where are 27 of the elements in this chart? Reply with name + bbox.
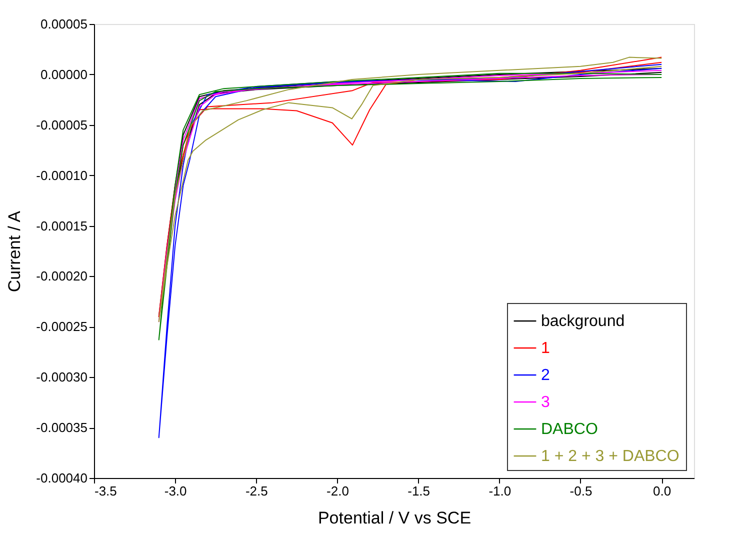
y-tick-label: -0.00040 <box>36 470 88 486</box>
legend-label: DABCO <box>541 421 598 438</box>
y-tick-label: -0.00010 <box>36 168 88 183</box>
y-tick-label: -0.00025 <box>36 319 88 334</box>
legend-label: 1 <box>541 340 550 357</box>
x-tick-label: -1.0 <box>488 484 512 498</box>
y-tick-label: -0.00005 <box>36 117 88 132</box>
x-tick-label: -2.5 <box>245 484 268 498</box>
x-tick-label: -3.0 <box>164 484 187 498</box>
legend-label: 1 + 2 + 3 + DABCO <box>541 448 680 465</box>
y-tick-label: 0.00005 <box>40 16 88 32</box>
y-tick-label: -0.00015 <box>36 218 88 234</box>
x-tick-label: 0.0 <box>653 484 672 498</box>
legend-label: 2 <box>541 367 550 384</box>
y-tick-label: -0.00035 <box>36 420 88 436</box>
y-tick-label: -0.00030 <box>36 370 88 385</box>
x-tick-label: -2.0 <box>326 484 349 498</box>
legend-label: background <box>541 313 625 330</box>
y-axis-title: Current / A <box>5 210 24 292</box>
y-tick-label: 0.00000 <box>40 66 88 82</box>
legend-label: 3 <box>541 394 550 411</box>
x-tick-label: -0.5 <box>570 484 592 498</box>
x-axis-title: Potential / V vs SCE <box>318 508 472 528</box>
x-tick-label: -3.5 <box>94 484 117 498</box>
x-tick-label: -1.5 <box>408 484 430 498</box>
line-series <box>158 64 662 438</box>
y-tick-label: -0.00020 <box>36 268 88 284</box>
